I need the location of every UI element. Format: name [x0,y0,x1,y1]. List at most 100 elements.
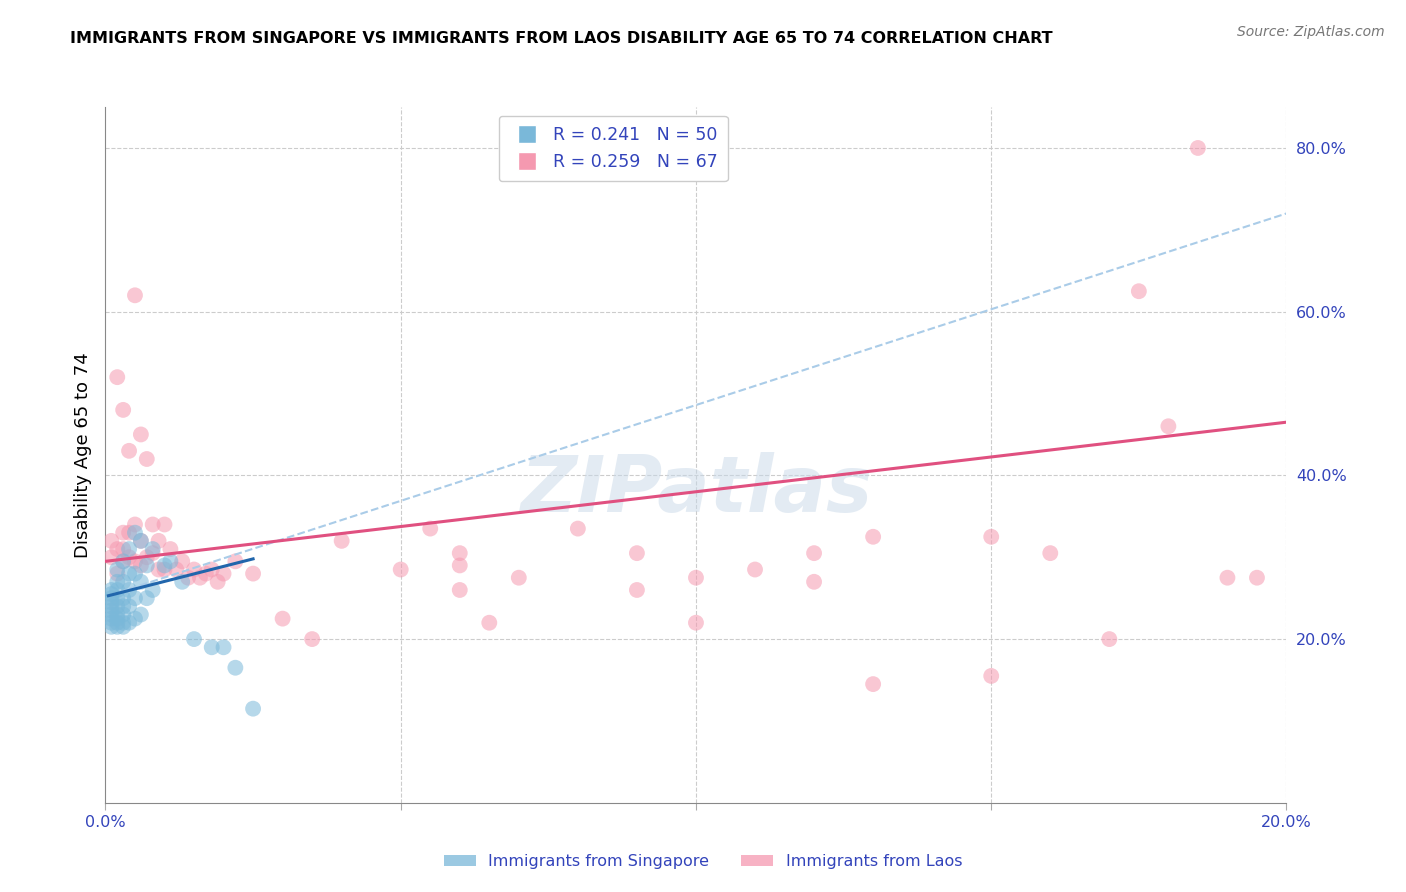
Point [100,550,122,565]
Point [172,554,194,568]
Point [100,620,122,634]
Point [159,542,181,557]
Point [112,607,135,622]
Point [862,677,884,691]
Point [478,615,501,630]
Point [129,533,152,548]
Point [242,701,264,715]
Point [105,542,128,557]
Point [105,566,128,581]
Point [112,574,135,589]
Point [188,571,211,585]
Point [129,574,152,589]
Point [135,591,157,606]
Point [224,661,246,675]
Point [153,558,176,573]
Point [980,669,1002,683]
Point [105,562,128,576]
Point [201,640,224,655]
Point [207,574,229,589]
Point [124,525,146,540]
Point [105,574,128,589]
Point [112,554,135,568]
Point [105,591,128,606]
Point [112,599,135,614]
Point [112,591,135,606]
Point [124,554,146,568]
Point [803,546,825,560]
Point [124,288,146,302]
Point [419,522,441,536]
Point [100,603,122,617]
Point [100,582,122,597]
Point [148,562,170,576]
Point [626,546,648,560]
Point [112,554,135,568]
Point [118,582,141,597]
Point [129,558,152,573]
Point [118,525,141,540]
Point [142,582,165,597]
Point [271,612,294,626]
Point [508,571,530,585]
Point [1098,632,1121,646]
Point [224,554,246,568]
Point [112,542,135,557]
Legend: Immigrants from Singapore, Immigrants from Laos: Immigrants from Singapore, Immigrants fr… [437,847,969,875]
Point [1128,284,1150,298]
Y-axis label: Disability Age 65 to 74: Disability Age 65 to 74 [73,352,91,558]
Point [100,612,122,626]
Point [112,525,135,540]
Point [177,571,200,585]
Point [118,566,141,581]
Point [105,582,128,597]
Point [153,562,176,576]
Point [685,571,707,585]
Point [803,574,825,589]
Point [135,452,157,467]
Point [153,517,176,532]
Point [118,615,141,630]
Point [212,566,235,581]
Point [744,562,766,576]
Point [129,607,152,622]
Point [105,612,128,626]
Point [118,599,141,614]
Point [118,542,141,557]
Point [100,607,122,622]
Point [1246,571,1268,585]
Point [183,562,205,576]
Point [449,546,471,560]
Point [105,615,128,630]
Point [118,550,141,565]
Point [100,591,122,606]
Point [449,582,471,597]
Point [105,599,128,614]
Text: Source: ZipAtlas.com: Source: ZipAtlas.com [1237,25,1385,39]
Point [118,443,141,458]
Point [100,595,122,609]
Point [100,587,122,601]
Point [1039,546,1062,560]
Point [135,550,157,565]
Point [165,562,187,576]
Point [124,517,146,532]
Point [1157,419,1180,434]
Point [685,615,707,630]
Point [112,615,135,630]
Point [112,620,135,634]
Point [212,640,235,655]
Point [105,607,128,622]
Point [1187,141,1209,155]
Text: ZIPatlas: ZIPatlas [520,451,872,528]
Point [1216,571,1239,585]
Point [129,427,152,442]
Legend: R = 0.241   N = 50, R = 0.259   N = 67: R = 0.241 N = 50, R = 0.259 N = 67 [499,116,728,181]
Point [124,591,146,606]
Point [100,533,122,548]
Point [862,530,884,544]
Point [124,612,146,626]
Point [626,582,648,597]
Point [159,554,181,568]
Point [172,574,194,589]
